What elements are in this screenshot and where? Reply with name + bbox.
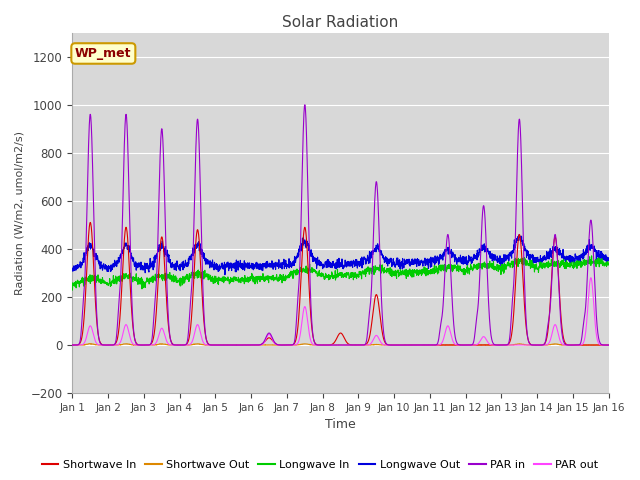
Text: WP_met: WP_met xyxy=(75,47,132,60)
Legend: Shortwave In, Shortwave Out, Longwave In, Longwave Out, PAR in, PAR out: Shortwave In, Shortwave Out, Longwave In… xyxy=(37,456,603,474)
Title: Solar Radiation: Solar Radiation xyxy=(282,15,399,30)
Y-axis label: Radiation (W/m2, umol/m2/s): Radiation (W/m2, umol/m2/s) xyxy=(15,131,25,295)
X-axis label: Time: Time xyxy=(325,419,356,432)
